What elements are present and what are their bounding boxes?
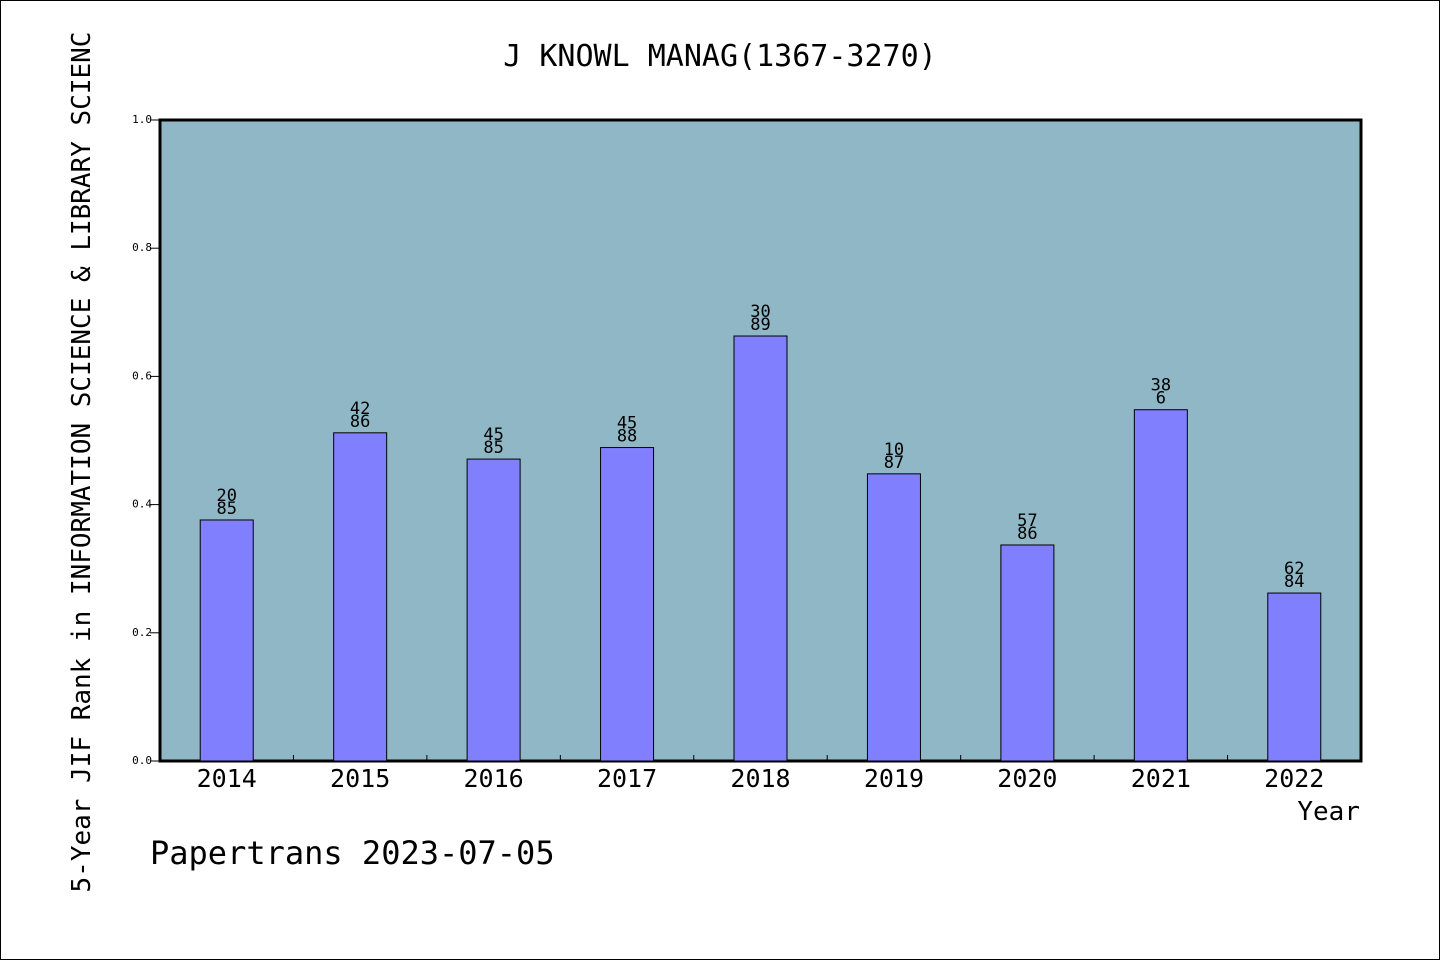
bar-label-2015: 86	[350, 412, 370, 432]
bar-label-2021: 6	[1156, 389, 1166, 409]
x-tick-label-2017: 2017	[597, 764, 657, 793]
bar-label-2021: 38	[1151, 376, 1171, 396]
bar-label-2019: 87	[884, 453, 904, 473]
bar-2018	[733, 335, 788, 762]
bar-2019	[866, 473, 921, 762]
y-tick-label: 0.0	[132, 754, 152, 767]
bar-label-2014: 20	[216, 486, 236, 506]
bar-label-2020: 57	[1017, 511, 1037, 531]
bar-label-2020: 86	[1017, 524, 1037, 544]
bar-2017	[600, 447, 655, 762]
bar-label-2019: 10	[884, 440, 904, 460]
bar-2022	[1267, 592, 1322, 762]
y-axis: 0.0 0.2 0.4 0.6 0.8 1.0	[132, 113, 160, 767]
x-tick-label-2016: 2016	[464, 764, 524, 793]
y-tick-label: 0.6	[132, 369, 152, 382]
bar-label-2018: 89	[750, 315, 770, 335]
bar-2020	[1000, 544, 1055, 762]
bar-label-2016: 85	[483, 438, 503, 458]
bar-label-2015: 42	[350, 399, 370, 419]
bar-label-2022: 62	[1284, 559, 1304, 579]
x-tick-label-2018: 2018	[730, 764, 790, 793]
y-tick-label: 0.2	[132, 626, 152, 639]
x-tick-label-2015: 2015	[330, 764, 390, 793]
bars	[199, 335, 1322, 762]
y-tick-label: 1.0	[132, 113, 152, 126]
bar-label-2022: 84	[1284, 572, 1304, 592]
bar-label-2014: 85	[216, 499, 236, 519]
bar-2021	[1133, 409, 1188, 762]
x-tick-label-2021: 2021	[1131, 764, 1191, 793]
bar-2015	[333, 432, 388, 762]
x-tick-label-2019: 2019	[864, 764, 924, 793]
bar-label-2017: 88	[617, 427, 637, 447]
footer-credit: Papertrans 2023-07-05	[150, 834, 555, 872]
bar-2016	[466, 458, 521, 762]
bar-label-2017: 45	[617, 414, 637, 434]
bar-2014	[199, 519, 254, 762]
y-axis-label: 5-Year JIF Rank in INFORMATION SCIENCE &…	[67, 32, 97, 893]
x-tick-label-2022: 2022	[1264, 764, 1324, 793]
x-tick-label-2014: 2014	[197, 764, 257, 793]
y-tick-label: 0.8	[132, 241, 152, 254]
bar-label-2018: 30	[750, 302, 770, 322]
chart-title: J KNOWL MANAG(1367-3270)	[503, 39, 936, 74]
bar-label-2016: 45	[483, 425, 503, 445]
y-tick-label: 0.4	[132, 498, 152, 511]
x-axis: 2014 2015 2016 2017 2018 2019 2020 2021 2022	[197, 755, 1324, 793]
x-axis-label: Year	[1297, 797, 1360, 827]
x-tick-label-2020: 2020	[997, 764, 1057, 793]
